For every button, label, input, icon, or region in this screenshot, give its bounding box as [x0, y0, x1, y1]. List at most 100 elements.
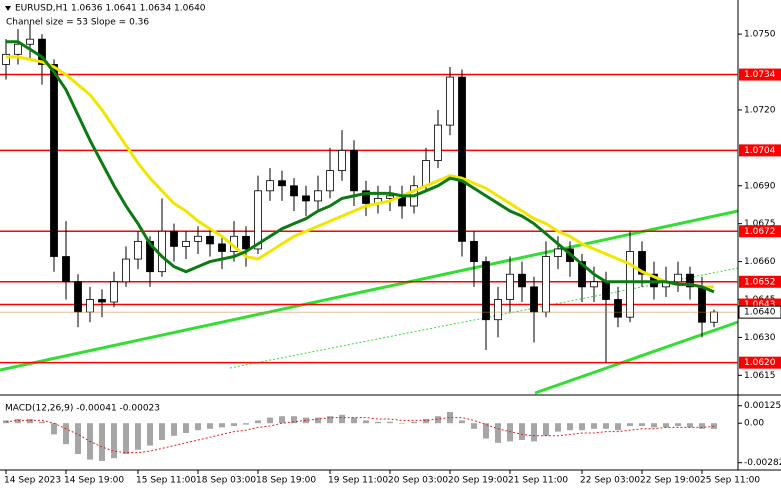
chart-title: EURUSD,H1 1.0636 1.0641 1.0634 1.0640 [15, 4, 206, 14]
candle-body [494, 299, 502, 321]
level-label-box [739, 144, 781, 157]
level-label: 1.0652 [744, 277, 776, 287]
macd-bar [351, 417, 357, 424]
candle-body [482, 261, 490, 321]
y-tick-label: 1.0675 [744, 219, 776, 229]
candle-body [98, 299, 106, 303]
macd-bar [651, 423, 657, 428]
candle-body [386, 195, 394, 199]
candle-body [158, 230, 166, 273]
macd-bar [111, 423, 117, 459]
macd-bar [63, 423, 69, 445]
candle-body [50, 64, 58, 257]
candle-body [422, 160, 430, 187]
macd-y-tick-label: 0.00125 [744, 401, 781, 411]
candle-body [302, 195, 310, 202]
candle-body [530, 286, 538, 313]
candle-body [170, 230, 178, 247]
macd-bar [531, 423, 537, 442]
candle-body [206, 235, 214, 245]
macd-bar [495, 423, 501, 443]
macd-bar [315, 417, 321, 424]
candle-body [554, 248, 562, 257]
candle-body [110, 281, 118, 303]
macd-bar [615, 423, 621, 431]
level-label-box [739, 225, 781, 238]
level-label: 1.0672 [744, 227, 776, 237]
x-tick-label: 21 Sep 11:00 [508, 476, 568, 486]
candle-body [62, 256, 70, 283]
macd-bar [159, 423, 165, 440]
y-tick-label: 1.0690 [744, 181, 776, 191]
x-tick-label: 18 Sep 19:00 [256, 476, 316, 486]
macd-bar [567, 423, 573, 431]
candle-body [194, 235, 202, 242]
x-tick-label: 19 Sep 11:00 [328, 476, 388, 486]
macd-bar [135, 423, 141, 450]
macd-bar [291, 416, 297, 424]
x-tick-label: 15 Sep 11:00 [136, 476, 196, 486]
candle-body [602, 281, 610, 300]
macd-bar [483, 423, 489, 439]
candle-body [362, 190, 370, 204]
macd-bar [195, 423, 201, 431]
macd-bar [171, 423, 177, 436]
y-tick-label: 1.0615 [744, 371, 776, 381]
x-tick-label: 25 Sep 11:00 [700, 476, 760, 486]
current-price-box [738, 305, 781, 319]
moving-average [6, 40, 715, 294]
trend-line [0, 209, 739, 372]
x-tick-label: 20 Sep 03:00 [388, 476, 448, 486]
candle-body [122, 258, 130, 283]
candle-body [710, 311, 718, 323]
macd-bar [219, 423, 225, 428]
candle-body [674, 273, 682, 283]
candle-body [638, 251, 646, 275]
macd-bar [579, 423, 585, 431]
macd-bar [711, 423, 717, 429]
macd-bar [363, 420, 369, 424]
macd-bar [279, 416, 285, 424]
candle-body [86, 299, 94, 313]
macd-bar [423, 419, 429, 424]
symbol-icon [5, 6, 11, 11]
current-price-label: 1.0640 [744, 308, 776, 318]
candle-body [182, 240, 190, 247]
candle-body [254, 190, 262, 250]
macd-bar [411, 421, 417, 424]
candle-body [626, 251, 634, 318]
y-tick-label: 1.0630 [744, 333, 776, 343]
level-label: 1.0734 [744, 70, 776, 80]
macd-bar [207, 423, 213, 429]
candle-body [314, 190, 322, 202]
level-label: 1.0643 [744, 300, 776, 310]
macd-bar [123, 423, 129, 454]
y-tick-label: 1.0750 [744, 30, 776, 40]
candle-body [74, 281, 82, 313]
macd-bar [39, 421, 45, 424]
macd-bar [303, 417, 309, 424]
candle-body [134, 240, 142, 260]
macd-bar [555, 423, 561, 432]
macd-bar [435, 416, 441, 424]
macd-bar [699, 423, 705, 429]
level-label: 1.0620 [744, 358, 776, 368]
macd-bar [399, 423, 405, 424]
candle-body [434, 124, 442, 161]
price-plot [0, 209, 739, 395]
moving-average [6, 55, 714, 289]
macd-bar [99, 423, 105, 461]
macd-bar [375, 421, 381, 424]
macd-bar [675, 423, 681, 426]
macd-signal [5, 417, 715, 454]
macd-bar [543, 423, 549, 436]
candle-body [698, 286, 706, 323]
candle-body [278, 180, 286, 187]
candle-body [338, 149, 346, 171]
candle-body [578, 261, 586, 288]
x-tick-label: 22 Sep 03:00 [580, 476, 640, 486]
trend-line [534, 320, 739, 395]
level-label: 1.0704 [744, 146, 776, 156]
macd-bar [603, 423, 609, 429]
